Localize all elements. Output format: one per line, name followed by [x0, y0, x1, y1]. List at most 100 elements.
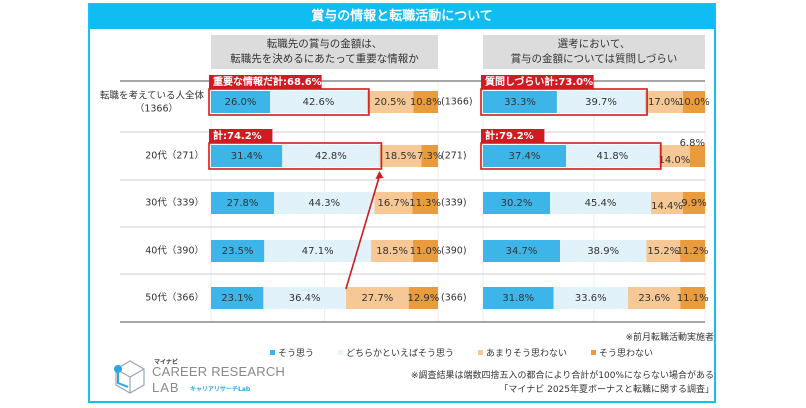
data-label: 34.7%	[506, 246, 538, 257]
category-label: 50代（366）	[145, 292, 204, 304]
legend-swatch	[478, 350, 484, 355]
callout-tag	[209, 129, 273, 143]
bar-segment	[628, 287, 681, 309]
bar-segment	[211, 287, 264, 309]
bar-segment	[421, 145, 438, 167]
bar-segment	[408, 287, 438, 309]
data-label: 31.4%	[231, 151, 263, 162]
bar-segment	[645, 91, 683, 113]
data-label: 27.7%	[361, 293, 393, 304]
legend-label: そう思わない	[599, 349, 654, 359]
data-label: 41.8%	[597, 151, 629, 162]
callout-tag	[209, 75, 322, 89]
callout-label: 重要な情報だ計:68.6%	[213, 75, 322, 88]
data-label: 33.3%	[504, 97, 536, 108]
data-label: 18.5%	[376, 246, 408, 257]
data-label: 23.1%	[221, 293, 253, 304]
bar-segment	[483, 240, 561, 262]
data-label: 11.1%	[677, 293, 709, 304]
callout-tag	[481, 129, 545, 143]
category-label-middle: (366)	[441, 293, 467, 304]
bar-segment	[683, 192, 705, 214]
legend-label: そう思う	[278, 349, 315, 359]
category-label-middle: (390)	[441, 246, 467, 257]
data-label: 6.8%	[680, 138, 705, 149]
bar-segment	[550, 192, 651, 214]
bar-segment	[345, 287, 409, 309]
data-label: 27.8%	[227, 198, 259, 209]
category-label: 30代（339）	[145, 197, 204, 209]
data-label: 14.0%	[658, 155, 690, 166]
bar-segment	[263, 287, 346, 309]
arrow-head-icon	[375, 171, 384, 179]
question-box-2: 選考において、 賞与の金額については質問しづらい	[483, 35, 705, 69]
data-label: 42.6%	[303, 97, 335, 108]
legend-item: そう思わない	[591, 346, 653, 359]
data-label: 45.4%	[585, 198, 617, 209]
category-label: （1366）	[135, 103, 178, 115]
source-note: 「マイナビ 2025年夏ボーナスと転職に関する調査」	[499, 385, 714, 395]
respondent-note: ※前月転職活動実施者	[625, 333, 714, 343]
data-label: 18.5%	[385, 151, 417, 162]
legend-item: そう思う	[270, 346, 314, 359]
callout-box	[208, 142, 383, 170]
bar-segment	[264, 240, 372, 262]
bar-segment	[680, 287, 705, 309]
bar-segment	[413, 240, 438, 262]
category-label: 40代（390）	[145, 245, 204, 257]
legend-swatch	[591, 350, 597, 355]
bar-segment	[566, 145, 659, 167]
bar-segment	[658, 145, 690, 167]
callout-label: 計:79.2%	[485, 129, 534, 142]
data-label: 47.1%	[302, 246, 334, 257]
bar-segment	[211, 91, 271, 113]
bar-segment	[483, 145, 567, 167]
question-2-line-1: 選考において、	[557, 38, 631, 50]
data-label: 31.8%	[502, 293, 534, 304]
data-label: 23.6%	[638, 293, 670, 304]
data-label: 37.4%	[509, 151, 541, 162]
data-label: 14.4%	[651, 201, 683, 212]
category-label: 20代（271）	[145, 150, 204, 162]
legend-swatch	[338, 350, 344, 355]
bar-segment	[282, 145, 380, 167]
bar-segment	[379, 145, 422, 167]
callout-box	[480, 142, 662, 170]
bar-segment	[560, 240, 647, 262]
category-label: 転職を考えている人全体	[100, 90, 205, 102]
data-label: 16.7%	[378, 198, 410, 209]
data-label: 11.3%	[409, 198, 441, 209]
bar-segment	[211, 145, 283, 167]
bar-segment	[483, 192, 551, 214]
logo-main-text: CAREER RESEARCH	[152, 364, 286, 379]
bar-segment	[682, 91, 705, 113]
chart-title: 賞与の情報と転職活動について	[90, 5, 714, 29]
legend-item: どちらかといえばそう思う	[338, 346, 454, 359]
question-box-1: 転職先の賞与の金額は、 転職先を決めるにあたって重要な情報か	[211, 35, 438, 69]
logo-sub-text: キャリアリサーチLab	[190, 386, 251, 393]
bar-segment	[211, 240, 265, 262]
bar-segment	[270, 91, 367, 113]
bar-segment	[412, 192, 438, 214]
legend-swatch	[270, 350, 275, 355]
bar-segment	[646, 240, 681, 262]
data-label: 20.5%	[374, 97, 406, 108]
legend-label: どちらかといえばそう思う	[346, 349, 455, 359]
data-label: 11.2%	[677, 246, 709, 257]
data-label: 26.0%	[225, 97, 257, 108]
data-label: 12.9%	[407, 293, 439, 304]
callout-label: 計:74.2%	[213, 129, 262, 142]
question-2-line-2: 賞与の金額については質問しづらい	[510, 53, 678, 65]
legend-item: あまりそう思わない	[478, 346, 567, 359]
logo-lab-text: LAB	[152, 380, 180, 395]
data-label: 33.6%	[575, 293, 607, 304]
question-1-line-2: 転職先を決めるにあたって重要な情報か	[230, 53, 419, 65]
category-label-middle: (271)	[441, 151, 467, 162]
data-label: 15.2%	[647, 246, 679, 257]
data-label: 17.0%	[648, 97, 680, 108]
rounding-note: ※調査結果は端数四捨五入の都合により合計が100%にならない場合がある	[410, 371, 714, 381]
data-label: 42.8%	[315, 151, 347, 162]
data-label: 23.5%	[222, 246, 254, 257]
data-label: 38.9%	[587, 246, 619, 257]
